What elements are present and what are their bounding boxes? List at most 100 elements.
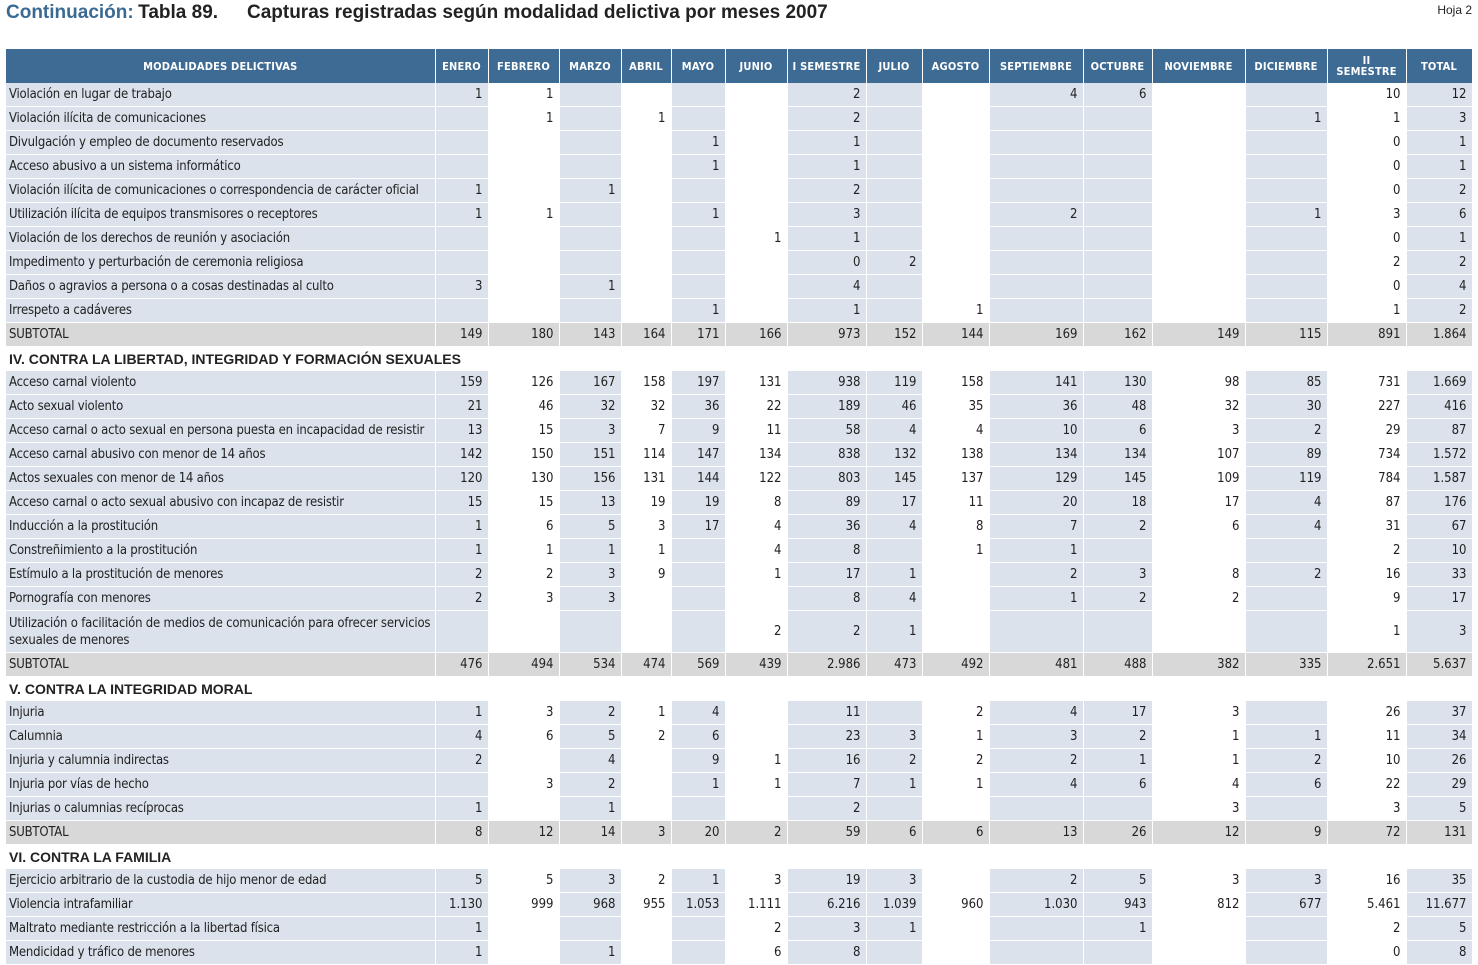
value-cell: 131 (1406, 820, 1473, 845)
table-row: Calumnia 4 6 5 2 6 23 3 1 3 2 1 1 11 34 (6, 724, 1473, 749)
value-cell: 1 (1152, 748, 1246, 773)
value-cell: 18 (1083, 490, 1153, 515)
value-cell (671, 940, 726, 965)
value-cell: 2 (725, 916, 788, 941)
value-cell: 10 (1327, 748, 1407, 773)
value-cell: 143 (559, 322, 622, 347)
value-cell: 1 (1327, 106, 1407, 131)
value-cell (725, 154, 788, 179)
value-cell: 1 (435, 202, 489, 227)
value-cell: 439 (725, 652, 788, 677)
value-cell: 3 (488, 586, 560, 611)
value-cell: 943 (1083, 892, 1153, 917)
value-cell (989, 916, 1084, 941)
row-label: Acceso carnal o acto sexual en persona p… (6, 418, 436, 443)
value-cell (1083, 250, 1153, 275)
row-label: Acceso carnal o acto sexual abusivo con … (6, 490, 436, 515)
value-cell: 2 (787, 610, 867, 653)
value-cell: 46 (488, 394, 560, 419)
subtotal-row: SUBTOTAL 476 494 534 474 569 439 2.986 473 492 481… (6, 652, 1473, 677)
column-header: TOTAL (1406, 49, 1473, 83)
row-label: Daños o agravios a persona o a cosas des… (6, 274, 436, 299)
value-cell: 481 (989, 652, 1084, 677)
value-cell (435, 106, 489, 131)
row-label: Violación ilícita de comunicaciones o co… (6, 178, 436, 203)
value-cell: 9 (621, 562, 672, 587)
value-cell: 1 (1245, 106, 1328, 131)
value-cell: 8 (787, 586, 867, 611)
value-cell: 197 (671, 370, 726, 395)
value-cell (866, 940, 923, 965)
table-number: Tabla 89. (138, 2, 219, 23)
value-cell: 150 (488, 442, 560, 467)
value-cell: 26 (1083, 820, 1153, 845)
value-cell: 2 (435, 748, 489, 773)
value-cell: 126 (488, 370, 560, 395)
value-cell: 3 (787, 202, 867, 227)
value-cell: 115 (1245, 322, 1328, 347)
value-cell: 2 (787, 178, 867, 203)
value-cell (1152, 226, 1246, 251)
value-cell (559, 226, 622, 251)
column-header: SEPTIEMBRE (989, 49, 1084, 83)
value-cell (922, 916, 990, 941)
value-cell: 109 (1152, 466, 1246, 491)
value-cell (671, 796, 726, 821)
table-row: Mendicidad y tráfico de menores 1 1 6 8 0 8 (6, 940, 1473, 965)
value-cell: 2 (435, 586, 489, 611)
value-cell: 3 (1152, 796, 1246, 821)
value-cell: 9 (1245, 820, 1328, 845)
value-cell (725, 298, 788, 323)
value-cell: 1 (787, 298, 867, 323)
value-cell: 784 (1327, 466, 1407, 491)
value-cell: 3 (1152, 700, 1246, 725)
row-label: Pornografía con menores (6, 586, 436, 611)
value-cell (435, 226, 489, 251)
value-cell: 5 (559, 514, 622, 539)
value-cell (989, 130, 1084, 155)
value-cell (1152, 274, 1246, 299)
value-cell: 12 (1152, 820, 1246, 845)
value-cell (488, 178, 560, 203)
value-cell: 838 (787, 442, 867, 467)
value-cell (1083, 154, 1153, 179)
column-header: JUNIO (725, 49, 788, 83)
value-cell: 3 (1406, 610, 1473, 653)
value-cell: 1 (1406, 226, 1473, 251)
value-cell (1245, 83, 1328, 107)
value-cell (559, 83, 622, 107)
table-row: Irrespeto a cadáveres 1 1 1 1 2 (6, 298, 1473, 323)
value-cell (435, 298, 489, 323)
value-cell (488, 154, 560, 179)
value-cell: 141 (989, 370, 1084, 395)
value-cell: 30 (1245, 394, 1328, 419)
value-cell (1152, 916, 1246, 941)
value-cell (1152, 83, 1246, 107)
value-cell: 145 (1083, 466, 1153, 491)
table-row: Acceso carnal o acto sexual abusivo con … (6, 490, 1473, 515)
row-label: Acto sexual violento (6, 394, 436, 419)
value-cell: 72 (1327, 820, 1407, 845)
column-header: MODALIDADES DELICTIVAS (6, 49, 436, 83)
value-cell: 1.039 (866, 892, 923, 917)
value-cell (1083, 940, 1153, 965)
value-cell (922, 250, 990, 275)
value-cell: 3 (621, 820, 672, 845)
value-cell: 180 (488, 322, 560, 347)
value-cell: 26 (1327, 700, 1407, 725)
value-cell (1245, 250, 1328, 275)
value-cell: 1 (1406, 154, 1473, 179)
value-cell: 1.587 (1406, 466, 1473, 491)
value-cell: 6 (1406, 202, 1473, 227)
value-cell: 1 (435, 796, 489, 821)
value-cell: 3 (559, 868, 622, 893)
value-cell: 85 (1245, 370, 1328, 395)
value-cell: 1 (922, 772, 990, 797)
value-cell: 1.864 (1406, 322, 1473, 347)
value-cell: 2 (621, 868, 672, 893)
table-row: Ejercicio arbitrario de la custodia de h… (6, 868, 1473, 893)
value-cell: 6 (488, 724, 560, 749)
value-cell: 6 (1083, 83, 1153, 107)
value-cell: 4 (725, 538, 788, 563)
value-cell: 1.669 (1406, 370, 1473, 395)
